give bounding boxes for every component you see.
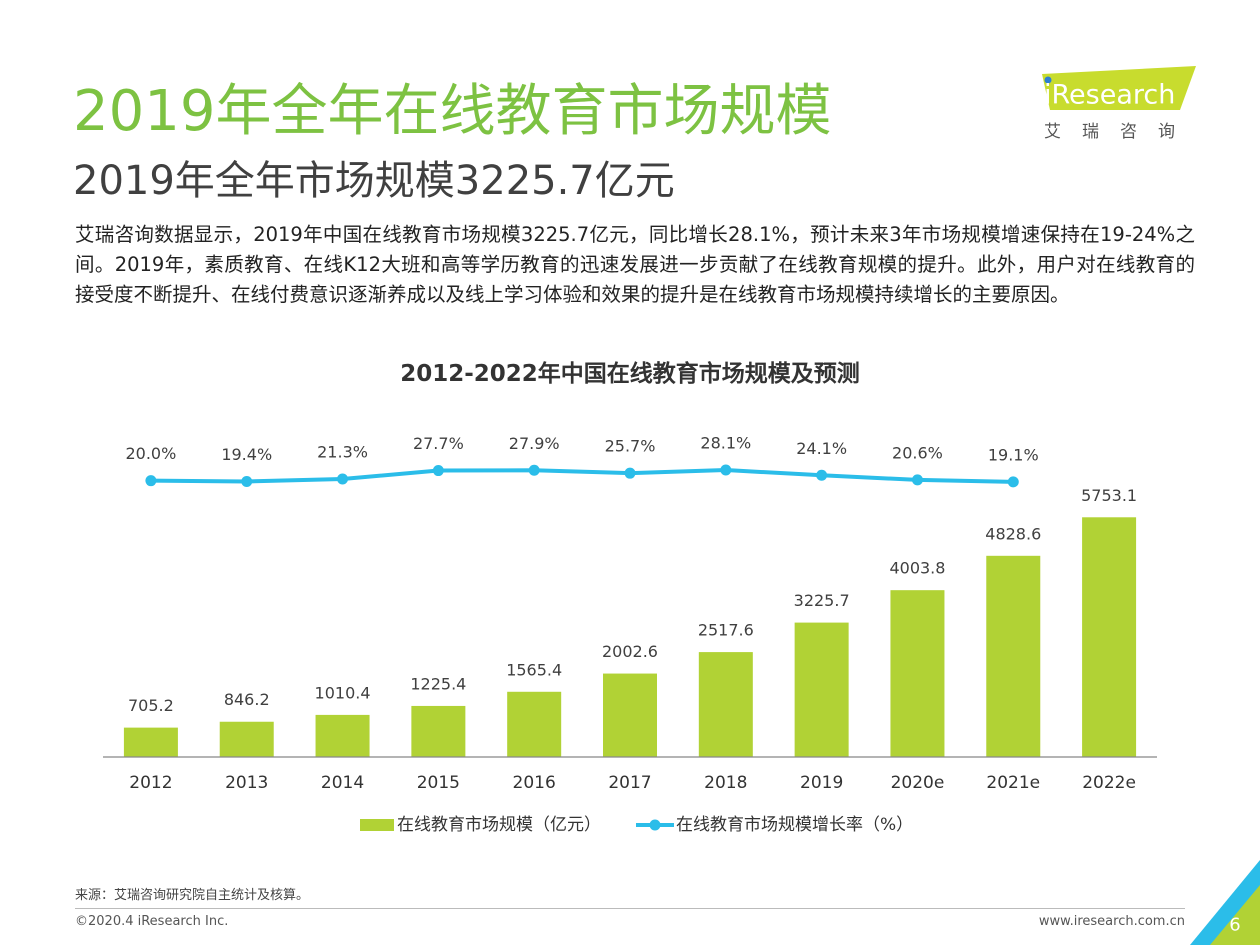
line-point — [816, 469, 828, 481]
legend-label: 在线教育市场规模（亿元） — [397, 815, 601, 835]
x-tick-label: 2022e — [1082, 773, 1136, 793]
line-point — [528, 464, 540, 476]
bar-label: 3225.7 — [794, 591, 850, 610]
line-point — [241, 475, 253, 487]
line-point — [337, 473, 349, 485]
bar — [315, 714, 370, 757]
bar — [794, 622, 849, 757]
line-label: 24.1% — [796, 439, 847, 458]
x-tick-label: 2012 — [129, 773, 172, 793]
line-point — [624, 467, 636, 479]
bar-label: 1010.4 — [315, 683, 371, 702]
corner-green — [1210, 885, 1260, 945]
x-tick-label: 2016 — [513, 773, 556, 793]
legend-swatch-point — [649, 819, 661, 831]
line-label: 19.1% — [988, 445, 1039, 464]
line-point — [1007, 476, 1019, 488]
bar-label: 5753.1 — [1081, 486, 1137, 505]
line-point — [145, 475, 157, 487]
bar — [698, 652, 753, 757]
bar-label: 2517.6 — [698, 621, 754, 640]
bar — [411, 705, 466, 757]
line-label: 28.1% — [700, 434, 751, 453]
bar-label: 846.2 — [224, 690, 270, 709]
line-label: 19.4% — [221, 445, 272, 464]
bar — [219, 721, 274, 757]
bar-label: 1565.4 — [506, 660, 562, 679]
paragraph: 艾瑞咨询数据显示，2019年中国在线教育市场规模3225.7亿元，同比增长28.… — [75, 223, 1195, 306]
copyright: ©2020.4 iResearch Inc. — [75, 914, 229, 929]
logo-brand: iResearch — [1044, 80, 1175, 111]
line-label: 27.7% — [413, 434, 464, 453]
footer-rule — [75, 908, 1185, 909]
bar — [507, 691, 562, 757]
logo-shape — [1042, 66, 1196, 110]
line-point — [432, 465, 444, 477]
line-label: 27.9% — [509, 434, 560, 453]
line-label: 25.7% — [605, 437, 656, 456]
logo: iResearch 艾瑞咨询 — [1042, 66, 1196, 142]
x-tick-label: 2019 — [800, 773, 843, 793]
line-label: 20.6% — [892, 443, 943, 462]
bar-label: 1225.4 — [410, 674, 466, 693]
bar — [603, 673, 657, 757]
bar-label: 705.2 — [128, 696, 174, 715]
x-tick-label: 2018 — [704, 773, 747, 793]
line-label: 21.3% — [317, 442, 368, 461]
legend-swatch — [360, 819, 394, 831]
line — [150, 468, 1014, 484]
logo-name: 艾瑞咨询 — [1044, 122, 1196, 142]
slide-title: 2019年全年在线教育市场规模 — [73, 79, 832, 144]
x-tick-label: 2021e — [986, 773, 1040, 793]
slide-subtitle: 2019年全年市场规模3225.7亿元 — [73, 158, 675, 204]
x-tick-label: 2015 — [417, 773, 460, 793]
x-tick-label: 2017 — [608, 773, 651, 793]
logo-dot — [1044, 76, 1052, 84]
chart: 705.2 846.2 1010.4 1225.4 1565.4 2002.6 2517.6… — [103, 434, 1157, 835]
source: 来源：艾瑞咨询研究院自主统计及核算。 — [75, 888, 310, 903]
bar — [123, 727, 178, 757]
bar-label: 2002.6 — [602, 642, 658, 661]
bar — [1082, 517, 1137, 757]
bar — [890, 590, 945, 757]
x-tick-label: 2020e — [891, 773, 945, 793]
x-tick-label: 2013 — [225, 773, 268, 793]
page-number: 6 — [1229, 915, 1240, 936]
bar-label: 4003.8 — [889, 559, 945, 578]
line-point — [911, 474, 923, 486]
legend-label: 在线教育市场规模增长率（%） — [676, 815, 913, 835]
x-tick-label: 2014 — [321, 773, 364, 793]
line-label: 20.0% — [125, 444, 176, 463]
bar — [986, 555, 1041, 757]
bar-label: 4828.6 — [985, 524, 1041, 543]
chart-title: 2012-2022年中国在线教育市场规模及预测 — [400, 361, 860, 387]
website: www.iresearch.com.cn — [1038, 914, 1185, 929]
corner: 6 — [1190, 860, 1260, 945]
line-point — [720, 464, 732, 476]
